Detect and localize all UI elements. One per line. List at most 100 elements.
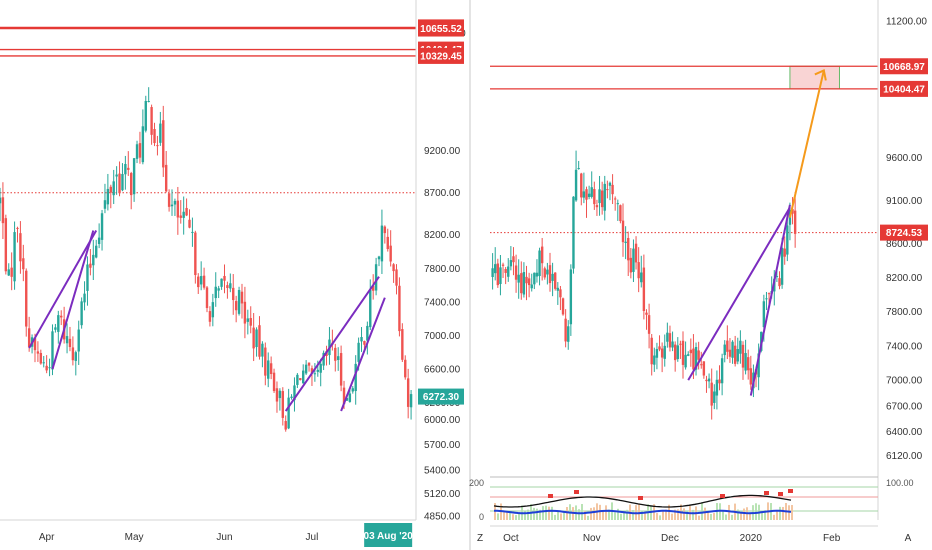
candle-body: [613, 198, 617, 200]
trend-line: [284, 276, 380, 412]
candle-body: [83, 293, 86, 303]
date-highlight-badge: [364, 523, 413, 547]
indicator-bar: [566, 507, 568, 520]
indicator-marker: [638, 496, 643, 500]
indicator-line-blue: [494, 509, 792, 515]
indicator-tick: 200: [469, 478, 484, 488]
candle-body: [762, 301, 766, 328]
candle-body: [608, 182, 612, 186]
left-x-axis-ticks: Apr May Jun Jul: [39, 532, 318, 543]
indicator-marker: [720, 494, 725, 498]
candle-body: [700, 364, 703, 366]
y-tick-label: 6120.00: [886, 451, 923, 462]
candle-body: [527, 278, 531, 286]
candle-body: [13, 232, 16, 282]
candle-body: [747, 357, 750, 371]
candle-body: [619, 205, 622, 222]
candle-body: [749, 368, 753, 385]
candle-body: [118, 173, 121, 194]
x-tick-label: Feb: [823, 533, 841, 544]
indicator-bar: [692, 509, 694, 520]
price-tag-label: 10329.45: [420, 51, 462, 62]
footer-right-badge[interactable]: A: [905, 533, 912, 544]
candle-body: [668, 333, 672, 348]
candle-body: [728, 349, 732, 357]
candle-body: [509, 260, 513, 267]
price-tag: [880, 224, 928, 241]
candle-body: [36, 351, 40, 354]
candle-body: [598, 189, 601, 204]
candle-body: [741, 344, 745, 368]
candle-body: [95, 245, 98, 258]
indicator-marker: [574, 490, 579, 494]
candle-body: [25, 270, 28, 327]
candle-body: [694, 347, 698, 370]
candle-body: [666, 332, 669, 342]
candle-body: [293, 385, 296, 401]
candle-body: [252, 327, 255, 349]
candle-body: [374, 264, 378, 291]
x-tick-label: Jul: [306, 532, 319, 543]
indicator-bar: [761, 512, 763, 520]
indicator-right-label: 100.00: [886, 478, 914, 488]
candle-body: [574, 169, 578, 201]
candle-body: [115, 174, 118, 177]
y-tick-label: 8600.00: [886, 239, 923, 250]
candle-body: [214, 286, 217, 299]
candle-body: [48, 367, 51, 369]
candle-body: [793, 210, 797, 234]
candle-body: [71, 347, 75, 361]
y-tick-label: 9600.00: [886, 153, 923, 164]
candle-body: [383, 226, 387, 234]
candle-body: [767, 293, 771, 295]
indicator-bar: [545, 505, 547, 520]
candle-body: [504, 269, 507, 273]
candle-body: [316, 369, 319, 372]
candle-body: [127, 167, 130, 170]
indicator-bar: [632, 510, 634, 520]
left-levels: [0, 26, 416, 194]
left-chart-pane[interactable]: 10600.009200.008700.008200.007800.007400…: [0, 0, 466, 547]
indicator-marker: [788, 489, 793, 493]
date-highlight-label: 03 Aug '20: [364, 531, 414, 542]
candle-body: [45, 365, 48, 371]
indicator-bar: [665, 509, 667, 520]
candle-body: [135, 144, 139, 159]
candle-body: [16, 227, 19, 229]
y-tick-label: 5400.00: [424, 465, 461, 476]
candle-body: [786, 225, 789, 255]
candle-body: [671, 341, 674, 348]
candle-body: [780, 247, 784, 285]
indicator-bar: [527, 509, 529, 520]
indicator-bar: [497, 513, 499, 520]
candle-body: [237, 290, 241, 314]
left-date-highlight: 03 Aug '20: [364, 523, 414, 547]
indicator-bar: [584, 511, 586, 520]
candle-body: [710, 382, 713, 406]
candle-body: [19, 233, 22, 262]
candle-body: [194, 232, 197, 276]
candle-body: [778, 278, 781, 287]
candle-body: [705, 379, 708, 382]
indicator-bar: [581, 504, 583, 520]
candle-body: [109, 186, 112, 193]
candle-body: [637, 262, 640, 279]
indicator-marker: [548, 494, 553, 498]
right-chart-pane[interactable]: 11200.00 9600.00 9100.00 8600.00 8200.00 7800…: [469, 0, 928, 544]
indicator-bar: [506, 511, 508, 520]
footer-left-badge[interactable]: Z: [477, 533, 483, 544]
candle-body: [150, 107, 153, 135]
candle-body: [22, 258, 25, 270]
candle-body: [348, 393, 352, 402]
y-tick-label: 6000.00: [424, 415, 461, 426]
candle-body: [569, 269, 573, 325]
candle-body: [600, 190, 604, 208]
y-tick-label: 11200.00: [886, 16, 927, 27]
candle-body: [313, 373, 317, 375]
candle-body: [278, 390, 282, 399]
indicator-bar: [749, 513, 751, 520]
candle-body: [525, 276, 528, 284]
candle-body: [310, 368, 314, 374]
candle-body: [522, 272, 526, 295]
